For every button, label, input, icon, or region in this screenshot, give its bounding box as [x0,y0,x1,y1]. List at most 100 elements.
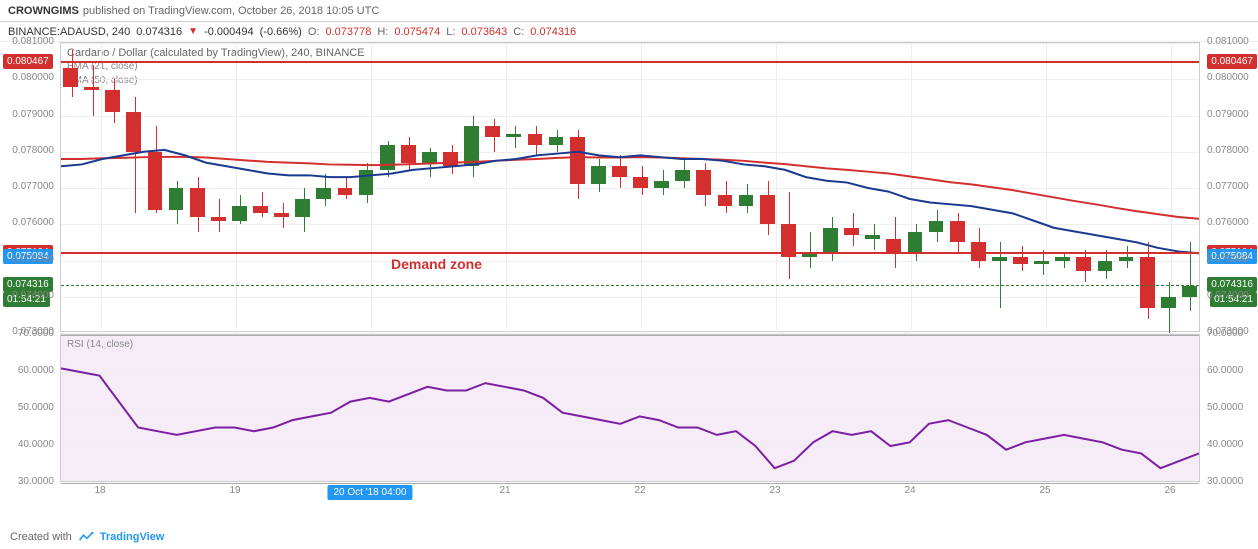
x-tick: 22 [634,485,645,496]
rsi-y-tick-right: 60.0000 [1203,365,1258,376]
candle [718,195,733,206]
candle [844,228,859,235]
candle [696,170,711,195]
candle [316,188,331,199]
last-price: 0.074316 [136,26,182,38]
candle [1055,257,1070,261]
candle [443,152,458,167]
candle [211,217,226,221]
candle [1076,257,1091,272]
x-tick: 21 [499,485,510,496]
candle [1119,257,1134,261]
candle [401,145,416,163]
rsi-y-tick-right: 40.0000 [1203,439,1258,450]
candle [1098,261,1113,272]
x-tick: 20 Oct '18 04:00 [327,485,412,500]
price-label-left: 0.080467 [3,54,53,69]
candle [232,206,247,221]
down-arrow-icon: ▼ [188,26,198,37]
footer: Created with TradingView [0,524,1258,549]
high-label: H: [377,26,388,38]
candle [591,166,606,184]
y-tick-left: 0.081000 [0,36,58,47]
candle [359,170,374,195]
candle [760,195,775,224]
low-label: L: [446,26,455,38]
candle [1140,257,1155,308]
candle [992,257,1007,261]
y-tick-right: 0.079000 [1203,109,1258,120]
y-tick-left: 0.078000 [0,145,58,156]
price-chart-panel[interactable]: Cardano / Dollar (calculated by TradingV… [60,42,1200,332]
tradingview-icon [78,532,94,542]
x-tick: 18 [94,485,105,496]
change-pct: (-0.66%) [260,26,302,38]
y-tick-left: 0.075000 [0,254,58,265]
candle [886,239,901,254]
y-tick-right: 0.075000 [1203,254,1258,265]
candle [338,188,353,195]
demand-zone-label: Demand zone [391,256,482,272]
candle [675,170,690,181]
close-value: 0.074316 [530,26,576,38]
y-tick-left: 0.074000 [0,290,58,301]
change-value: -0.000494 [204,26,254,38]
y-tick-right: 0.078000 [1203,145,1258,156]
candle [528,134,543,145]
candle [84,87,99,91]
candle [148,152,163,210]
rsi-y-tick-left: 60.0000 [0,365,58,376]
candle [633,177,648,188]
candle [865,235,880,239]
high-value: 0.075474 [394,26,440,38]
tradingview-brand[interactable]: TradingView [100,531,165,543]
rsi-y-tick-left: 50.0000 [0,402,58,413]
open-label: O: [308,26,320,38]
candle [1161,297,1176,308]
y-tick-right: 0.074000 [1203,290,1258,301]
candle [485,126,500,137]
publisher-name: CROWNGIMS [8,5,79,17]
rsi-y-tick-right: 70.0000 [1203,328,1258,339]
candle [739,195,754,206]
publish-info: published on TradingView.com, October 26… [83,5,379,17]
y-tick-right: 0.080000 [1203,72,1258,83]
created-with-text: Created with [10,531,72,543]
candle [422,152,437,163]
rsi-y-tick-left: 40.0000 [0,439,58,450]
candle [63,68,78,86]
y-tick-right: 0.081000 [1203,36,1258,47]
rsi-y-tick-left: 70.0000 [0,328,58,339]
candle [1182,286,1197,297]
chart-title: Cardano / Dollar (calculated by TradingV… [67,47,365,59]
candle [126,112,141,152]
candle [190,188,205,217]
rsi-y-tick-left: 30.0000 [0,476,58,487]
chart-area[interactable]: Cardano / Dollar (calculated by TradingV… [0,42,1258,522]
y-tick-right: 0.077000 [1203,181,1258,192]
candle [929,221,944,232]
x-tick: 26 [1164,485,1175,496]
y-tick-left: 0.079000 [0,109,58,120]
candle [1034,261,1049,265]
candle [380,145,395,170]
price-label-right: 0.080467 [1207,54,1257,69]
rsi-panel[interactable]: RSI (14, close) [60,334,1200,482]
candle [105,90,120,112]
candle [823,228,838,253]
y-tick-left: 0.076000 [0,217,58,228]
candle [253,206,268,213]
candle [274,213,289,217]
x-axis: 181920 Oct '18 04:00212223242526 [60,485,1200,505]
info-bar: BINANCE:ADAUSD, 240 0.074316 ▼ -0.000494… [0,22,1258,42]
low-value: 0.073643 [461,26,507,38]
open-value: 0.073778 [325,26,371,38]
x-tick: 19 [229,485,240,496]
x-tick: 23 [769,485,780,496]
y-tick-left: 0.080000 [0,72,58,83]
x-tick: 25 [1039,485,1050,496]
candle [1013,257,1028,264]
header-bar: CROWNGIMS published on TradingView.com, … [0,0,1258,22]
rsi-y-tick-right: 50.0000 [1203,402,1258,413]
y-tick-left: 0.077000 [0,181,58,192]
